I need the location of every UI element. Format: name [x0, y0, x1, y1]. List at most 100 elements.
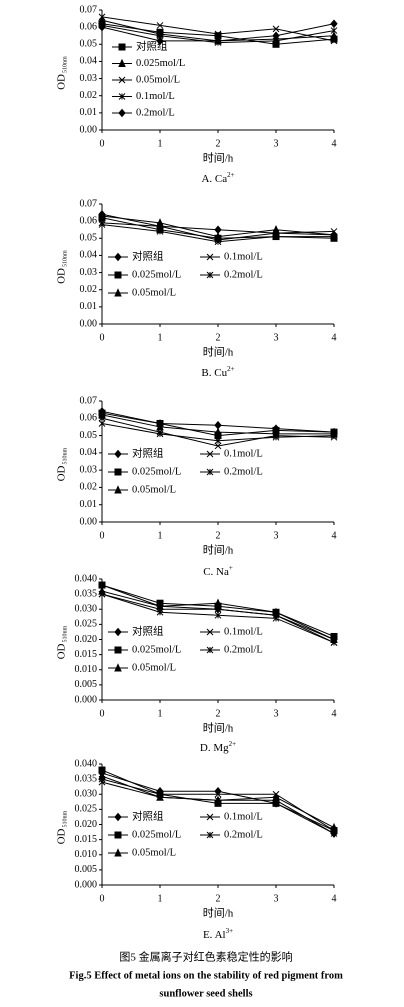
- marker: [156, 228, 164, 235]
- marker: [114, 627, 122, 637]
- y-tick-label: 0.010: [75, 849, 98, 860]
- marker: [98, 13, 106, 21]
- chart-title-main: A. Ca: [201, 173, 227, 185]
- x-tick-label: 3: [274, 708, 279, 719]
- y-axis-label-sub: 510nm: [62, 250, 68, 267]
- chart-title-main: D. Mg: [200, 742, 229, 754]
- marker: [98, 221, 106, 228]
- y-tick-label: 0.020: [75, 819, 98, 830]
- y-tick-label: 0.040: [75, 573, 98, 584]
- y-tick-label: 0.05: [80, 39, 98, 50]
- legend-label: 0.05mol/L: [136, 74, 180, 85]
- marker: [214, 611, 222, 619]
- chart-title: C. Na+: [203, 564, 233, 578]
- x-tick-label: 3: [274, 893, 279, 904]
- marker: [206, 628, 214, 636]
- caption-en: Fig.5 Effect of metal ions on the stabil…: [69, 970, 343, 981]
- legend-label: 0.2mol/L: [224, 269, 263, 280]
- marker: [114, 831, 122, 839]
- x-axis-label: 时间/h: [203, 722, 234, 735]
- chart-title: A. Ca2+: [201, 171, 234, 185]
- marker: [98, 778, 106, 786]
- marker: [330, 830, 338, 837]
- marker: [114, 449, 122, 459]
- chart: 0.000 0.005 0.010 0.015 0.020 0.025 0.030 0.035…: [56, 573, 338, 754]
- marker: [156, 422, 164, 431]
- marker: [214, 790, 222, 798]
- y-tick-label: 0.07: [80, 395, 98, 406]
- marker: [98, 22, 106, 32]
- marker: [206, 813, 214, 821]
- marker: [330, 31, 338, 40]
- marker: [330, 639, 338, 646]
- x-tick-label: 0: [100, 708, 105, 719]
- marker: [272, 31, 280, 40]
- marker: [114, 485, 122, 494]
- marker: [156, 793, 164, 801]
- x-axis-label: 时间/h: [203, 152, 234, 165]
- marker: [330, 432, 338, 439]
- marker: [330, 228, 338, 235]
- y-tick-label: 0.02: [80, 90, 98, 101]
- marker: [214, 30, 222, 38]
- y-axis-label-main: OD: [56, 828, 68, 844]
- x-tick-label: 0: [100, 530, 105, 541]
- x-tick-label: 0: [100, 138, 105, 149]
- x-tick-label: 2: [216, 530, 221, 541]
- marker: [156, 608, 164, 616]
- marker: [156, 222, 164, 230]
- x-tick-label: 2: [216, 138, 221, 149]
- y-axis-label-sub: 510nm: [62, 448, 68, 465]
- legend-label: 对照组: [132, 809, 164, 822]
- marker: [98, 15, 106, 24]
- marker: [214, 796, 222, 804]
- y-tick-label: 0.02: [80, 482, 98, 493]
- marker: [214, 427, 222, 436]
- marker: [156, 430, 164, 438]
- marker: [272, 614, 280, 622]
- legend-label: 0.2mol/L: [224, 829, 263, 840]
- y-tick-label: 0.03: [80, 267, 98, 278]
- marker: [156, 36, 164, 46]
- x-tick-label: 3: [274, 138, 279, 149]
- y-tick-label: 0.07: [80, 198, 98, 209]
- x-tick-label: 1: [158, 138, 163, 149]
- chart-title-sup: 2+: [227, 365, 235, 373]
- y-tick-label: 0.00: [80, 124, 98, 135]
- marker: [206, 450, 214, 458]
- marker: [114, 252, 122, 262]
- legend-label: 0.1mol/L: [224, 448, 263, 459]
- y-tick-label: 0.03: [80, 73, 98, 84]
- marker: [272, 25, 280, 33]
- y-axis-label-main: OD: [56, 465, 68, 481]
- marker: [330, 233, 338, 240]
- chart-title: B. Cu2+: [201, 365, 234, 379]
- marker: [272, 611, 280, 619]
- marker: [98, 414, 106, 422]
- legend-label: 0.025mol/L: [132, 829, 181, 840]
- legend-label: 0.05mol/L: [132, 847, 176, 858]
- x-tick-label: 3: [274, 332, 279, 343]
- marker: [214, 437, 222, 445]
- legend-label: 0.1mol/L: [136, 91, 175, 102]
- chart: 0.00 0.01 0.02 0.03 0.04 0.05 0.06 0.07 0 1 2 3 4 时间/…: [56, 198, 338, 379]
- chart-title-main: E. Al: [203, 929, 226, 941]
- y-tick-label: 0.04: [80, 250, 98, 261]
- x-tick-label: 0: [100, 332, 105, 343]
- marker: [214, 605, 222, 613]
- legend-label: 0.05mol/L: [132, 662, 176, 673]
- y-tick-label: 0.05: [80, 233, 98, 244]
- y-tick-label: 0.03: [80, 464, 98, 475]
- legend-label: 0.1mol/L: [224, 251, 263, 262]
- marker: [214, 36, 222, 46]
- marker: [114, 848, 122, 857]
- marker: [98, 590, 106, 598]
- y-axis-label-main: OD: [56, 268, 68, 284]
- marker: [156, 22, 164, 29]
- y-tick-label: 0.000: [75, 694, 98, 705]
- y-tick-label: 0.015: [75, 649, 98, 660]
- y-tick-label: 0.05: [80, 430, 98, 441]
- caption-en: sunflower seed shells: [159, 988, 252, 999]
